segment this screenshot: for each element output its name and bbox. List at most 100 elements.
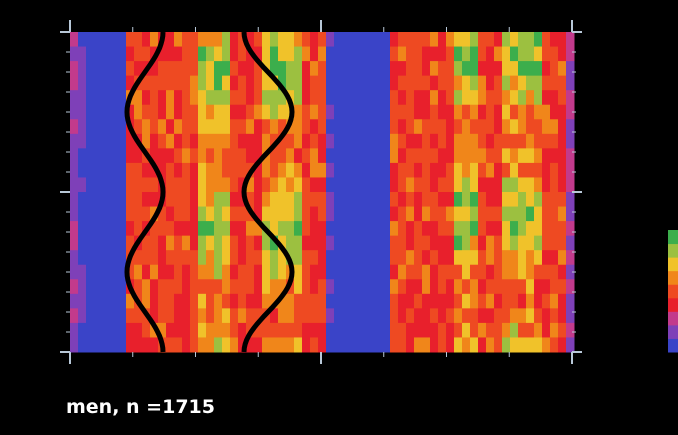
heatmap-cell xyxy=(430,75,439,91)
heatmap-cell xyxy=(422,308,431,324)
heatmap-cell xyxy=(294,162,303,178)
heatmap-cell xyxy=(342,119,351,135)
axis-ticks xyxy=(60,20,582,364)
heatmap-cell xyxy=(238,250,247,266)
heatmap-cell xyxy=(118,206,127,222)
heatmap-cell xyxy=(230,279,239,295)
heatmap-cell xyxy=(214,133,223,149)
heatmap-cell xyxy=(70,75,79,91)
heatmap-cell xyxy=(126,206,135,222)
heatmap-cell xyxy=(70,322,79,338)
heatmap-cell xyxy=(278,308,287,324)
heatmap-cell xyxy=(214,293,223,309)
heatmap-cell xyxy=(406,337,415,353)
heatmap-cell xyxy=(302,119,311,135)
heatmap-cell xyxy=(190,221,199,237)
heatmap-cell xyxy=(430,192,439,208)
heatmap-cell xyxy=(286,177,295,193)
heatmap-cell xyxy=(310,104,319,120)
heatmap-cell xyxy=(70,264,79,280)
heatmap-cell xyxy=(486,235,495,251)
heatmap-cell xyxy=(430,61,439,77)
heatmap-cell xyxy=(550,206,559,222)
heatmap-cell xyxy=(478,119,487,135)
heatmap-cell xyxy=(366,46,375,62)
heatmap-cell xyxy=(542,32,551,48)
heatmap-cell xyxy=(486,133,495,149)
heatmap-cell xyxy=(254,250,263,266)
heatmap-cell xyxy=(502,133,511,149)
heatmap-cell xyxy=(126,308,135,324)
heatmap-cell xyxy=(158,279,167,295)
heatmap-cell xyxy=(358,264,367,280)
heatmap-cell xyxy=(518,279,527,295)
heatmap-cell xyxy=(102,32,111,48)
heatmap-cell xyxy=(470,221,479,237)
heatmap-cell xyxy=(142,279,151,295)
heatmap-cell xyxy=(238,322,247,338)
heatmap-cell xyxy=(430,32,439,48)
heatmap-cell xyxy=(118,133,127,149)
heatmap-cell xyxy=(94,177,103,193)
heatmap-cell xyxy=(342,221,351,237)
heatmap-cell xyxy=(174,192,183,208)
heatmap-cell xyxy=(294,61,303,77)
heatmap-cell xyxy=(94,337,103,353)
heatmap-cell xyxy=(534,104,543,120)
heatmap-cell xyxy=(254,235,263,251)
heatmap-cell xyxy=(382,308,391,324)
colorbar xyxy=(668,230,678,353)
heatmap-cell xyxy=(398,61,407,77)
heatmap-cell xyxy=(102,192,111,208)
heatmap-cell xyxy=(262,90,271,106)
heatmap-cell xyxy=(86,133,95,149)
heatmap-cell xyxy=(326,293,335,309)
heatmap-cell xyxy=(438,148,447,164)
heatmap-cell xyxy=(110,177,119,193)
heatmap-cell xyxy=(398,133,407,149)
heatmap-cell xyxy=(510,148,519,164)
heatmap-cell xyxy=(70,119,79,135)
heatmap-cell xyxy=(470,308,479,324)
heatmap-cell xyxy=(294,308,303,324)
heatmap-cell xyxy=(246,148,255,164)
heatmap-cell xyxy=(270,75,279,91)
heatmap-cell xyxy=(174,32,183,48)
heatmap-cell xyxy=(102,279,111,295)
heatmap-cell xyxy=(454,206,463,222)
heatmap-cell xyxy=(182,206,191,222)
heatmap-cell xyxy=(270,192,279,208)
heatmap-cell xyxy=(302,148,311,164)
heatmap-cell xyxy=(366,75,375,91)
heatmap-cell xyxy=(534,162,543,178)
heatmap-cell xyxy=(246,104,255,120)
heatmap-cell xyxy=(142,162,151,178)
heatmap-cell xyxy=(78,250,87,266)
heatmap-cell xyxy=(206,75,215,91)
heatmap-cell xyxy=(86,32,95,48)
heatmap-cell xyxy=(286,235,295,251)
heatmap-cell xyxy=(182,75,191,91)
heatmap-cell xyxy=(270,206,279,222)
heatmap-cell xyxy=(366,293,375,309)
heatmap-cell xyxy=(150,293,159,309)
heatmap-cell xyxy=(406,206,415,222)
heatmap-cell xyxy=(214,46,223,62)
heatmap-cell xyxy=(294,279,303,295)
heatmap-cell xyxy=(94,279,103,295)
heatmap-cell xyxy=(118,308,127,324)
heatmap-cell xyxy=(174,250,183,266)
heatmap-cell xyxy=(534,192,543,208)
heatmap-cell xyxy=(158,148,167,164)
heatmap-cell xyxy=(414,279,423,295)
heatmap-cell xyxy=(270,46,279,62)
heatmap-cell xyxy=(382,192,391,208)
heatmap-cell xyxy=(414,90,423,106)
heatmap-cell xyxy=(246,221,255,237)
heatmap-cell xyxy=(198,337,207,353)
heatmap-cell xyxy=(382,75,391,91)
heatmap-cell xyxy=(558,148,567,164)
heatmap-cell xyxy=(166,293,175,309)
heatmap-cell xyxy=(430,337,439,353)
heatmap-cell xyxy=(294,250,303,266)
